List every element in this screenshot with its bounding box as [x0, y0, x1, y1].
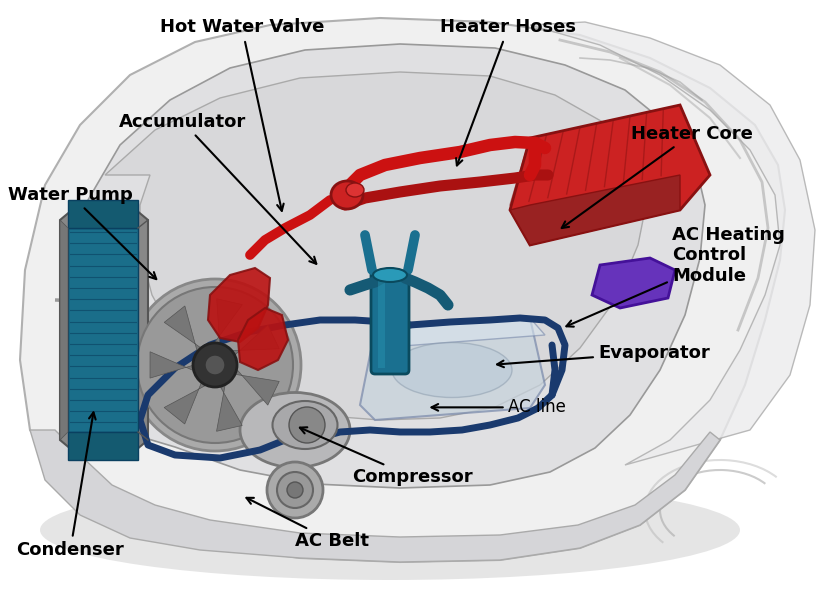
Text: Condenser: Condenser — [16, 412, 124, 559]
Polygon shape — [62, 44, 704, 488]
Polygon shape — [20, 18, 784, 562]
Polygon shape — [164, 306, 204, 357]
Polygon shape — [60, 220, 68, 440]
Polygon shape — [105, 72, 647, 420]
Polygon shape — [230, 365, 279, 405]
Text: AC Belt: AC Belt — [247, 498, 369, 550]
Circle shape — [205, 355, 224, 375]
Text: Accumulator: Accumulator — [119, 112, 316, 264]
Circle shape — [192, 343, 237, 387]
Text: Compressor: Compressor — [300, 427, 473, 486]
Ellipse shape — [373, 268, 406, 282]
Polygon shape — [216, 379, 242, 431]
Text: Heater Hoses: Heater Hoses — [440, 18, 576, 165]
Polygon shape — [529, 22, 814, 465]
Polygon shape — [591, 258, 674, 308]
Ellipse shape — [272, 401, 337, 449]
Text: Heater Core: Heater Core — [561, 125, 753, 228]
Polygon shape — [360, 318, 545, 420]
Ellipse shape — [40, 480, 739, 580]
Text: AC line: AC line — [431, 398, 566, 416]
Ellipse shape — [240, 393, 350, 468]
Polygon shape — [509, 105, 709, 245]
Ellipse shape — [331, 181, 363, 209]
Polygon shape — [60, 205, 147, 455]
Polygon shape — [150, 352, 198, 378]
Polygon shape — [164, 379, 210, 424]
Polygon shape — [210, 299, 242, 348]
Text: Evaporator: Evaporator — [496, 344, 709, 367]
Text: AC Heating
Control
Module: AC Heating Control Module — [566, 226, 785, 326]
Polygon shape — [208, 268, 269, 342]
Circle shape — [277, 472, 313, 508]
FancyBboxPatch shape — [370, 271, 409, 374]
Polygon shape — [226, 325, 279, 358]
Polygon shape — [68, 228, 138, 432]
Polygon shape — [374, 318, 545, 347]
Circle shape — [287, 482, 303, 498]
Polygon shape — [238, 308, 287, 370]
Polygon shape — [68, 200, 138, 228]
Text: Hot Water Valve: Hot Water Valve — [160, 18, 324, 211]
Circle shape — [267, 462, 323, 518]
Circle shape — [288, 407, 324, 443]
Ellipse shape — [391, 342, 511, 398]
Polygon shape — [509, 175, 679, 245]
Text: Water Pump: Water Pump — [8, 185, 156, 279]
Circle shape — [137, 287, 292, 443]
Polygon shape — [68, 432, 138, 460]
Ellipse shape — [346, 183, 364, 197]
Circle shape — [129, 279, 301, 451]
Polygon shape — [378, 278, 385, 368]
Polygon shape — [30, 430, 719, 562]
